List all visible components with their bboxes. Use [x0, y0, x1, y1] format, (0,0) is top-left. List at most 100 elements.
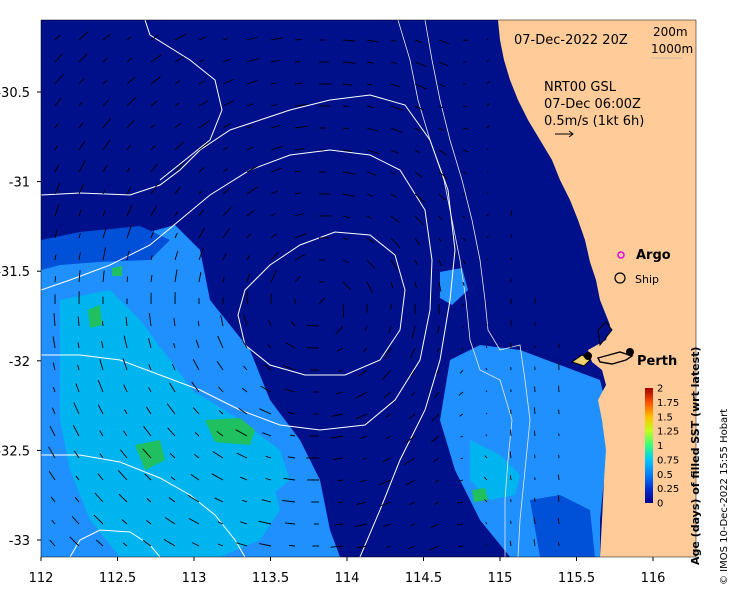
- current-vector: [99, 430, 104, 437]
- current-vector: [174, 162, 184, 173]
- current-source: NRT00 GSL: [544, 80, 617, 95]
- current-vector: [270, 104, 277, 107]
- current-vector: [72, 424, 80, 437]
- contour-200m: [397, 20, 513, 557]
- current-vector: [246, 103, 254, 107]
- current-vector: [150, 274, 153, 283]
- current-vector: [52, 336, 56, 349]
- current-vector: [150, 54, 162, 63]
- current-vector: [366, 237, 375, 244]
- current-scale-arrow: [555, 130, 574, 138]
- current-vector: [78, 160, 86, 173]
- current-vector: [126, 36, 132, 41]
- current-vector: [123, 335, 128, 349]
- colorbar-tick-label: 0.75: [657, 455, 679, 466]
- current-vector: [433, 391, 440, 399]
- current-vector: [433, 457, 440, 463]
- current-vector: [364, 325, 368, 332]
- current-vector: [261, 499, 272, 503]
- current-vector: [197, 320, 200, 327]
- current-vector: [294, 82, 303, 85]
- current-vector: [460, 435, 464, 438]
- current-vector: [414, 105, 425, 111]
- perth-label: Perth: [637, 354, 677, 369]
- current-vector: [54, 229, 58, 239]
- current-vector: [409, 413, 416, 419]
- current-vector: [102, 33, 111, 41]
- current-vector: [428, 545, 440, 551]
- current-vector: [486, 38, 489, 41]
- current-vector: [390, 259, 398, 270]
- current-vector: [410, 523, 416, 527]
- credit-text: © IMOS 10-Dec-2022 15:55 Hobart: [719, 409, 730, 585]
- current-vector: [102, 247, 107, 261]
- current-vector: [414, 127, 421, 132]
- current-vector: [222, 168, 228, 173]
- current-vector: [144, 473, 152, 481]
- current-vector: [405, 435, 416, 443]
- current-vector: [409, 347, 416, 359]
- x-tick-label: 112: [29, 571, 54, 586]
- x-tick-label: 113.5: [252, 571, 289, 586]
- current-vector: [146, 498, 152, 503]
- current-vector: [486, 213, 489, 217]
- current-vector: [287, 456, 296, 459]
- current-vector: [533, 430, 536, 437]
- current-vector: [246, 255, 251, 261]
- current-vector: [285, 342, 296, 349]
- current-vector: [294, 61, 301, 63]
- current-vector: [246, 146, 255, 151]
- current-vector: [485, 412, 488, 415]
- current-vector: [459, 479, 464, 482]
- x-axis: 112 112.5 113 113.5 114 114.5 115 115.5 116: [29, 557, 665, 586]
- current-vector: [126, 76, 136, 85]
- current-vector: [366, 171, 377, 176]
- current-vector: [77, 364, 80, 371]
- current-vector: [78, 122, 84, 129]
- current-vector: [438, 61, 449, 67]
- current-vector: [268, 319, 272, 327]
- current-vector: [198, 209, 204, 217]
- colorbar-tick-label: 1.75: [657, 398, 679, 409]
- current-vector: [166, 403, 176, 415]
- current-vector: [436, 369, 440, 375]
- colorbar-tick-label: 2: [657, 384, 663, 395]
- current-vector: [146, 406, 152, 415]
- current-vector: [390, 193, 397, 198]
- current-vector: [430, 435, 440, 443]
- current-vector: [150, 205, 157, 217]
- current-vector: [240, 476, 248, 481]
- current-vector: [533, 517, 536, 525]
- current-vector: [126, 276, 129, 283]
- current-vector: [53, 313, 56, 327]
- current-vector: [167, 427, 176, 437]
- current-vector: [390, 83, 401, 88]
- current-vector: [102, 57, 108, 63]
- current-vector: [461, 347, 464, 351]
- current-vector: [385, 545, 392, 548]
- current-vector: [438, 237, 442, 242]
- current-vector: [485, 390, 488, 393]
- current-vector: [77, 316, 80, 327]
- current-vector: [192, 542, 200, 547]
- current-vector: [342, 83, 353, 86]
- current-vector: [414, 39, 423, 44]
- current-vector: [294, 38, 302, 41]
- current-vector: [438, 215, 443, 221]
- current-vector: [509, 429, 512, 437]
- current-vector: [102, 118, 112, 129]
- current-vector: [54, 53, 64, 63]
- current-vector: [485, 434, 488, 437]
- current-vector: [318, 297, 326, 305]
- current-vector: [242, 340, 248, 349]
- current-vector: [509, 451, 512, 459]
- current-vector: [173, 318, 176, 327]
- current-vector: [99, 453, 104, 459]
- current-vector: [284, 388, 296, 393]
- current-vector: [366, 61, 374, 64]
- current-vector: [142, 448, 152, 459]
- current-vector: [142, 540, 152, 547]
- current-vector: [173, 342, 176, 349]
- current-vector: [342, 303, 345, 318]
- current-vector: [462, 259, 466, 265]
